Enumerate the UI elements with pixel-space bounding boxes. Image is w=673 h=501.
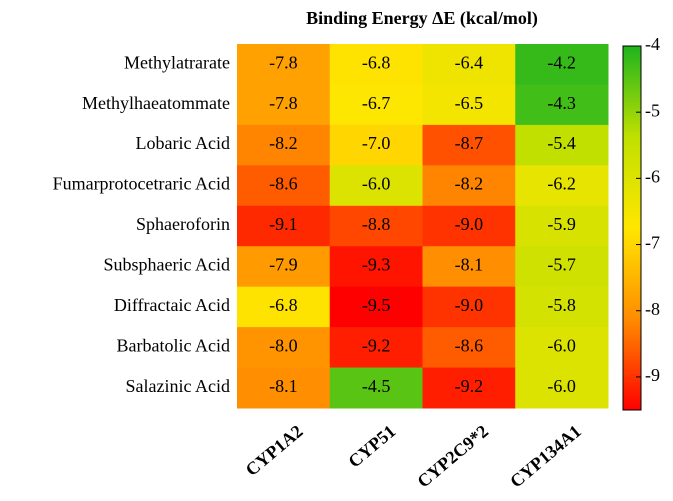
cell <box>237 327 331 369</box>
cell <box>422 165 516 207</box>
cell <box>515 327 609 369</box>
column-label: CYP51 <box>344 421 399 472</box>
cell <box>237 246 331 288</box>
cell-label: -9.1 <box>269 214 298 234</box>
cell <box>515 84 609 126</box>
column-label: CYP134A1 <box>506 421 585 492</box>
cell <box>515 246 609 288</box>
cell-label: -9.2 <box>362 335 391 355</box>
cell-label: -7.9 <box>269 255 298 275</box>
row-label: Sphaeroforin <box>136 214 230 234</box>
row-label: Methylatrarate <box>124 52 230 72</box>
cell-label: -8.6 <box>455 335 484 355</box>
row-label: Lobaric Acid <box>136 133 230 153</box>
column-label: CYP2C9*2 <box>413 421 492 492</box>
cell <box>515 44 609 85</box>
cell-label: -6.5 <box>455 93 484 113</box>
cell-label: -4.5 <box>362 376 391 396</box>
cell <box>237 44 331 85</box>
cell <box>329 246 423 288</box>
colorbar-tick-label: -9 <box>645 365 660 385</box>
cell-label: -6.7 <box>362 93 391 113</box>
cell <box>329 327 423 369</box>
cell-label: -6.8 <box>269 295 298 315</box>
cell-label: -6.4 <box>455 52 484 72</box>
colorbar-tick-label: -5 <box>645 100 660 120</box>
cell <box>422 367 516 409</box>
cell-label: -6.0 <box>547 335 576 355</box>
cell-label: -9.3 <box>362 255 391 275</box>
cell <box>329 367 423 409</box>
cell <box>237 367 331 409</box>
cell <box>237 84 331 126</box>
cell <box>422 44 516 85</box>
cell <box>329 286 423 328</box>
colorbar-tick-label: -4 <box>645 34 660 54</box>
row-label: Salazinic Acid <box>126 376 230 396</box>
cell <box>422 205 516 247</box>
row-label: Fumarprotocetraric Acid <box>53 174 230 194</box>
colorbar-tick-label: -8 <box>645 299 660 319</box>
colorbar-tick-label: -7 <box>645 233 660 253</box>
column-label: CYP1A2 <box>242 421 307 480</box>
cell-label: -8.1 <box>455 255 484 275</box>
cell <box>515 367 609 409</box>
cell <box>515 165 609 207</box>
cell-label: -4.3 <box>547 93 576 113</box>
cell-label: -8.2 <box>269 133 298 153</box>
cell-label: -8.7 <box>455 133 484 153</box>
cell <box>237 124 331 166</box>
cell-label: -8.8 <box>362 214 391 234</box>
cell-label: -5.9 <box>547 214 576 234</box>
cell-label: -6.8 <box>362 52 391 72</box>
cell <box>515 205 609 247</box>
cell <box>329 165 423 207</box>
cell <box>329 44 423 85</box>
cell-label: -5.8 <box>547 295 576 315</box>
cell-label: -8.2 <box>455 174 484 194</box>
cell-label: -8.0 <box>269 335 298 355</box>
cell-label: -5.7 <box>547 255 576 275</box>
cell-label: -9.0 <box>455 295 484 315</box>
colorbar <box>622 45 642 411</box>
cell <box>329 205 423 247</box>
cell <box>515 286 609 328</box>
row-label: Methylhaeatommate <box>82 93 230 113</box>
cell-label: -6.2 <box>547 174 576 194</box>
chart-title: Binding Energy ΔE (kcal/mol) <box>306 8 538 29</box>
cell-label: -8.1 <box>269 376 298 396</box>
cell-label: -7.8 <box>269 93 298 113</box>
cell-label: -9.0 <box>455 214 484 234</box>
cell <box>422 84 516 126</box>
row-label: Subsphaeric Acid <box>104 255 230 275</box>
cell <box>422 124 516 166</box>
cell <box>329 124 423 166</box>
cell <box>422 246 516 288</box>
cell-label: -6.0 <box>547 376 576 396</box>
cell-label: -6.0 <box>362 174 391 194</box>
cell-label: -9.2 <box>455 376 484 396</box>
cell <box>515 124 609 166</box>
cell <box>422 327 516 369</box>
cell-label: -4.2 <box>547 52 576 72</box>
cell <box>329 84 423 126</box>
cell-label: -7.8 <box>269 52 298 72</box>
cell-label: -8.6 <box>269 174 298 194</box>
cell-label: -9.5 <box>362 295 391 315</box>
row-label: Barbatolic Acid <box>117 335 230 355</box>
cell-label: -5.4 <box>547 133 576 153</box>
row-label: Diffractaic Acid <box>114 295 230 315</box>
cell <box>422 286 516 328</box>
cell <box>237 165 331 207</box>
colorbar-tick-label: -6 <box>645 166 660 186</box>
cell <box>237 286 331 328</box>
cell-label: -7.0 <box>362 133 391 153</box>
cell <box>237 205 331 247</box>
